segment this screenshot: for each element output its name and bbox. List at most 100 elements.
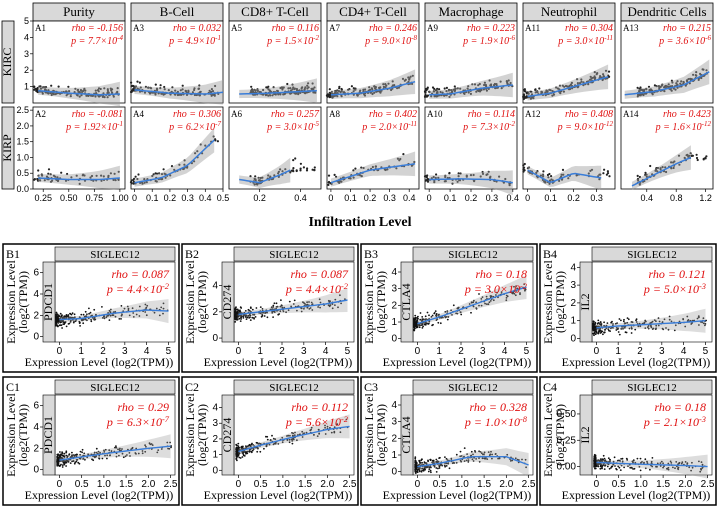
- data-point: [434, 310, 437, 312]
- data-point: [695, 74, 698, 77]
- data-point: [71, 451, 73, 454]
- data-point: [307, 82, 310, 85]
- x-axis-title: Infiltration Level: [308, 215, 411, 230]
- gene-axis-label: IL2: [578, 293, 592, 310]
- data-point: [594, 333, 597, 336]
- data-point: [66, 172, 69, 176]
- data-point: [37, 174, 40, 177]
- x-tick-label: 0.2: [567, 193, 580, 203]
- data-point: [630, 332, 633, 334]
- gene-axis-label: CD274: [220, 418, 234, 453]
- data-point: [75, 174, 78, 177]
- data-point: [63, 322, 66, 324]
- data-point: [600, 331, 603, 334]
- y-axis-title: (log2(TPM)): [195, 271, 209, 333]
- data-point: [409, 75, 412, 78]
- data-point: [384, 83, 387, 86]
- data-point: [401, 77, 405, 80]
- data-point: [676, 86, 679, 89]
- data-point: [546, 90, 549, 93]
- data-point: [327, 174, 331, 177]
- data-point: [208, 89, 211, 92]
- data-point: [391, 84, 394, 87]
- data-point: [676, 80, 679, 83]
- data-point: [402, 153, 405, 156]
- y-axis-title: (log2(TPM)): [374, 271, 388, 333]
- data-point: [151, 174, 154, 178]
- data-point: [234, 314, 237, 316]
- data-point: [435, 471, 438, 473]
- data-point: [453, 88, 457, 91]
- data-point: [421, 461, 423, 464]
- data-point: [178, 163, 181, 166]
- data-point: [245, 318, 248, 320]
- data-point: [395, 167, 398, 170]
- data-point: [488, 79, 491, 82]
- data-point: [371, 165, 374, 169]
- data-point: [649, 164, 652, 168]
- data-point: [78, 182, 81, 185]
- data-point: [382, 83, 385, 86]
- rho-value: rho = 0.215: [663, 23, 711, 34]
- data-point: [94, 89, 97, 92]
- data-point: [635, 319, 637, 322]
- data-point: [362, 88, 365, 91]
- data-point: [82, 173, 85, 176]
- data-point: [273, 174, 276, 177]
- data-point: [181, 88, 184, 91]
- data-point: [260, 315, 263, 318]
- data-point: [606, 322, 609, 324]
- data-point: [445, 465, 448, 467]
- data-point: [596, 322, 599, 325]
- x-tick-label: 0.25: [34, 193, 52, 203]
- data-point: [414, 314, 417, 317]
- data-point: [39, 87, 43, 90]
- data-point: [253, 88, 256, 91]
- y-tick-label: 1: [570, 316, 576, 327]
- data-point: [253, 183, 256, 186]
- data-point: [422, 325, 424, 328]
- data-point: [445, 86, 448, 89]
- data-point: [235, 457, 238, 459]
- data-point: [598, 330, 601, 333]
- data-point: [97, 90, 100, 93]
- data-point: [636, 174, 639, 177]
- y-tick-label: 2: [33, 310, 39, 321]
- row-strip: [1, 106, 15, 190]
- gene-axis-label: CD274: [220, 285, 234, 320]
- y-axis-title: (log2(TPM)): [195, 404, 209, 466]
- data-point: [109, 172, 112, 175]
- data-point: [354, 167, 357, 170]
- data-point: [546, 173, 550, 177]
- data-point: [474, 450, 476, 452]
- data-point: [134, 175, 137, 178]
- rho-value: rho = -0.081: [72, 109, 123, 120]
- data-point: [246, 316, 249, 319]
- x-tick-label: 0.4: [199, 193, 212, 203]
- data-point: [198, 84, 201, 87]
- data-point: [563, 85, 566, 88]
- data-point: [242, 317, 245, 319]
- data-point: [413, 160, 416, 164]
- data-point: [350, 85, 353, 88]
- data-point: [437, 467, 439, 470]
- data-point: [60, 171, 63, 174]
- data-point: [601, 78, 604, 82]
- data-point: [436, 90, 439, 93]
- data-point: [448, 467, 451, 470]
- data-point: [291, 442, 294, 445]
- data-point: [689, 77, 692, 80]
- data-point: [695, 71, 698, 74]
- gene-axis-label: PDCD1: [41, 283, 55, 321]
- x-tick-label: 0.2: [164, 193, 177, 203]
- data-point: [427, 460, 429, 463]
- data-point: [426, 86, 429, 89]
- data-point: [211, 90, 215, 93]
- data-point: [65, 314, 68, 316]
- data-point: [648, 89, 651, 92]
- data-point: [495, 83, 498, 86]
- data-point: [636, 457, 639, 460]
- x-tick-label: 0.4: [403, 193, 416, 203]
- p-value: p = 1.5×10-2: [266, 34, 319, 47]
